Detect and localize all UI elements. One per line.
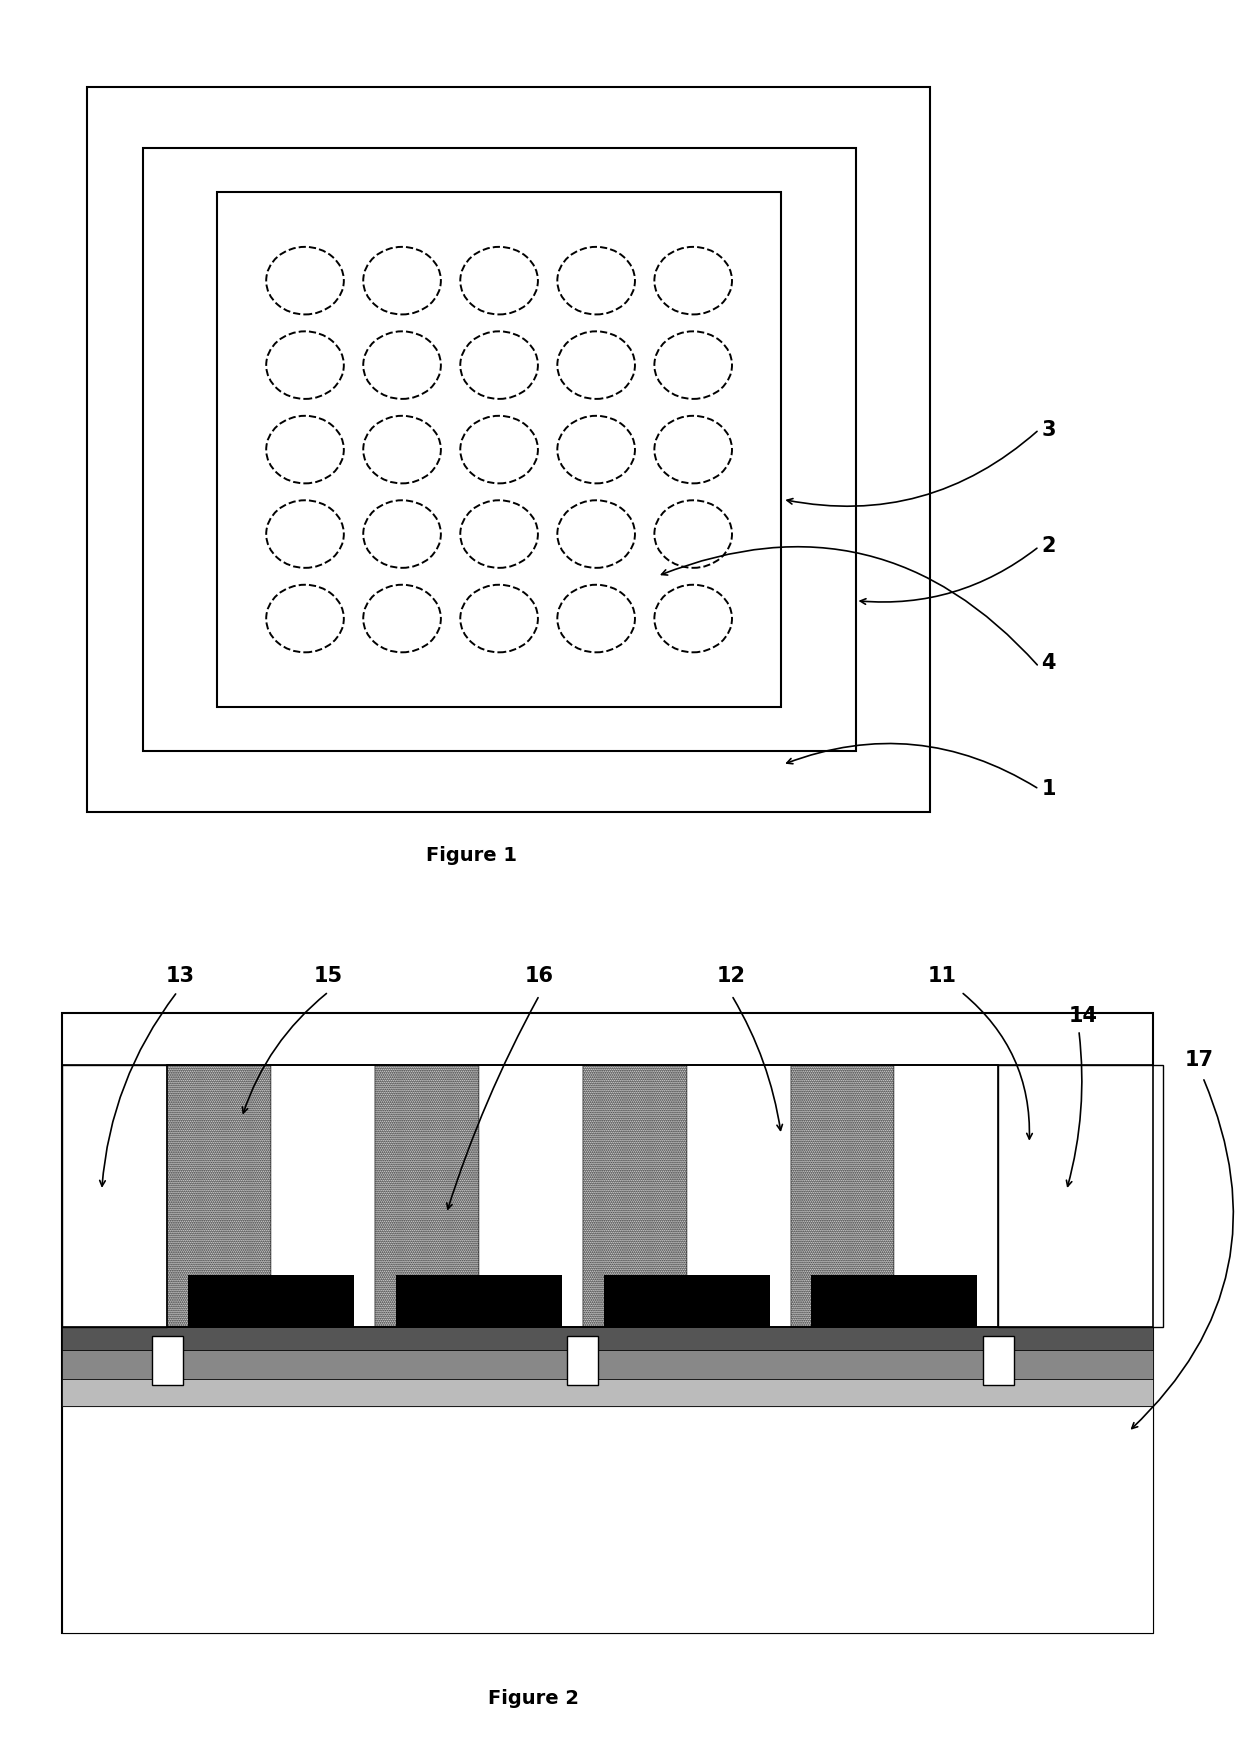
Text: 11: 11 bbox=[928, 966, 957, 986]
Bar bbox=[811, 1275, 977, 1327]
Text: 16: 16 bbox=[525, 966, 554, 986]
Text: Figure 1: Figure 1 bbox=[425, 847, 517, 864]
Bar bbox=[62, 1406, 1153, 1633]
Text: 1: 1 bbox=[1042, 779, 1056, 800]
Bar bbox=[151, 1336, 184, 1385]
Bar bbox=[188, 1275, 355, 1327]
Bar bbox=[374, 1065, 479, 1327]
Bar bbox=[62, 1379, 1153, 1406]
Text: 13: 13 bbox=[165, 966, 195, 986]
Text: 15: 15 bbox=[314, 966, 343, 986]
Bar bbox=[567, 1336, 598, 1385]
Bar bbox=[604, 1275, 770, 1327]
Text: 14: 14 bbox=[1069, 1006, 1097, 1027]
Text: 3: 3 bbox=[1042, 419, 1056, 440]
Bar bbox=[62, 1065, 1153, 1327]
Text: 4: 4 bbox=[1042, 653, 1056, 674]
Bar bbox=[479, 1065, 583, 1327]
Bar bbox=[687, 1065, 791, 1327]
Bar bbox=[217, 192, 781, 707]
Bar bbox=[167, 1065, 998, 1327]
Bar bbox=[143, 148, 856, 751]
Bar bbox=[167, 1065, 272, 1327]
Bar bbox=[583, 1065, 687, 1327]
Bar bbox=[272, 1065, 374, 1327]
Bar bbox=[62, 1013, 1153, 1633]
Bar bbox=[998, 1065, 1163, 1327]
Bar bbox=[894, 1065, 998, 1327]
Text: Figure 2: Figure 2 bbox=[487, 1690, 579, 1708]
Text: 2: 2 bbox=[1042, 536, 1056, 557]
Bar bbox=[62, 1065, 167, 1327]
Bar bbox=[62, 1327, 1153, 1350]
Text: 17: 17 bbox=[1184, 1049, 1213, 1070]
Bar bbox=[62, 1350, 1153, 1379]
Bar bbox=[791, 1065, 894, 1327]
Bar bbox=[396, 1275, 562, 1327]
Bar bbox=[983, 1336, 1014, 1385]
Bar bbox=[167, 1065, 998, 1327]
Bar bbox=[87, 87, 930, 812]
Text: 12: 12 bbox=[717, 966, 746, 986]
